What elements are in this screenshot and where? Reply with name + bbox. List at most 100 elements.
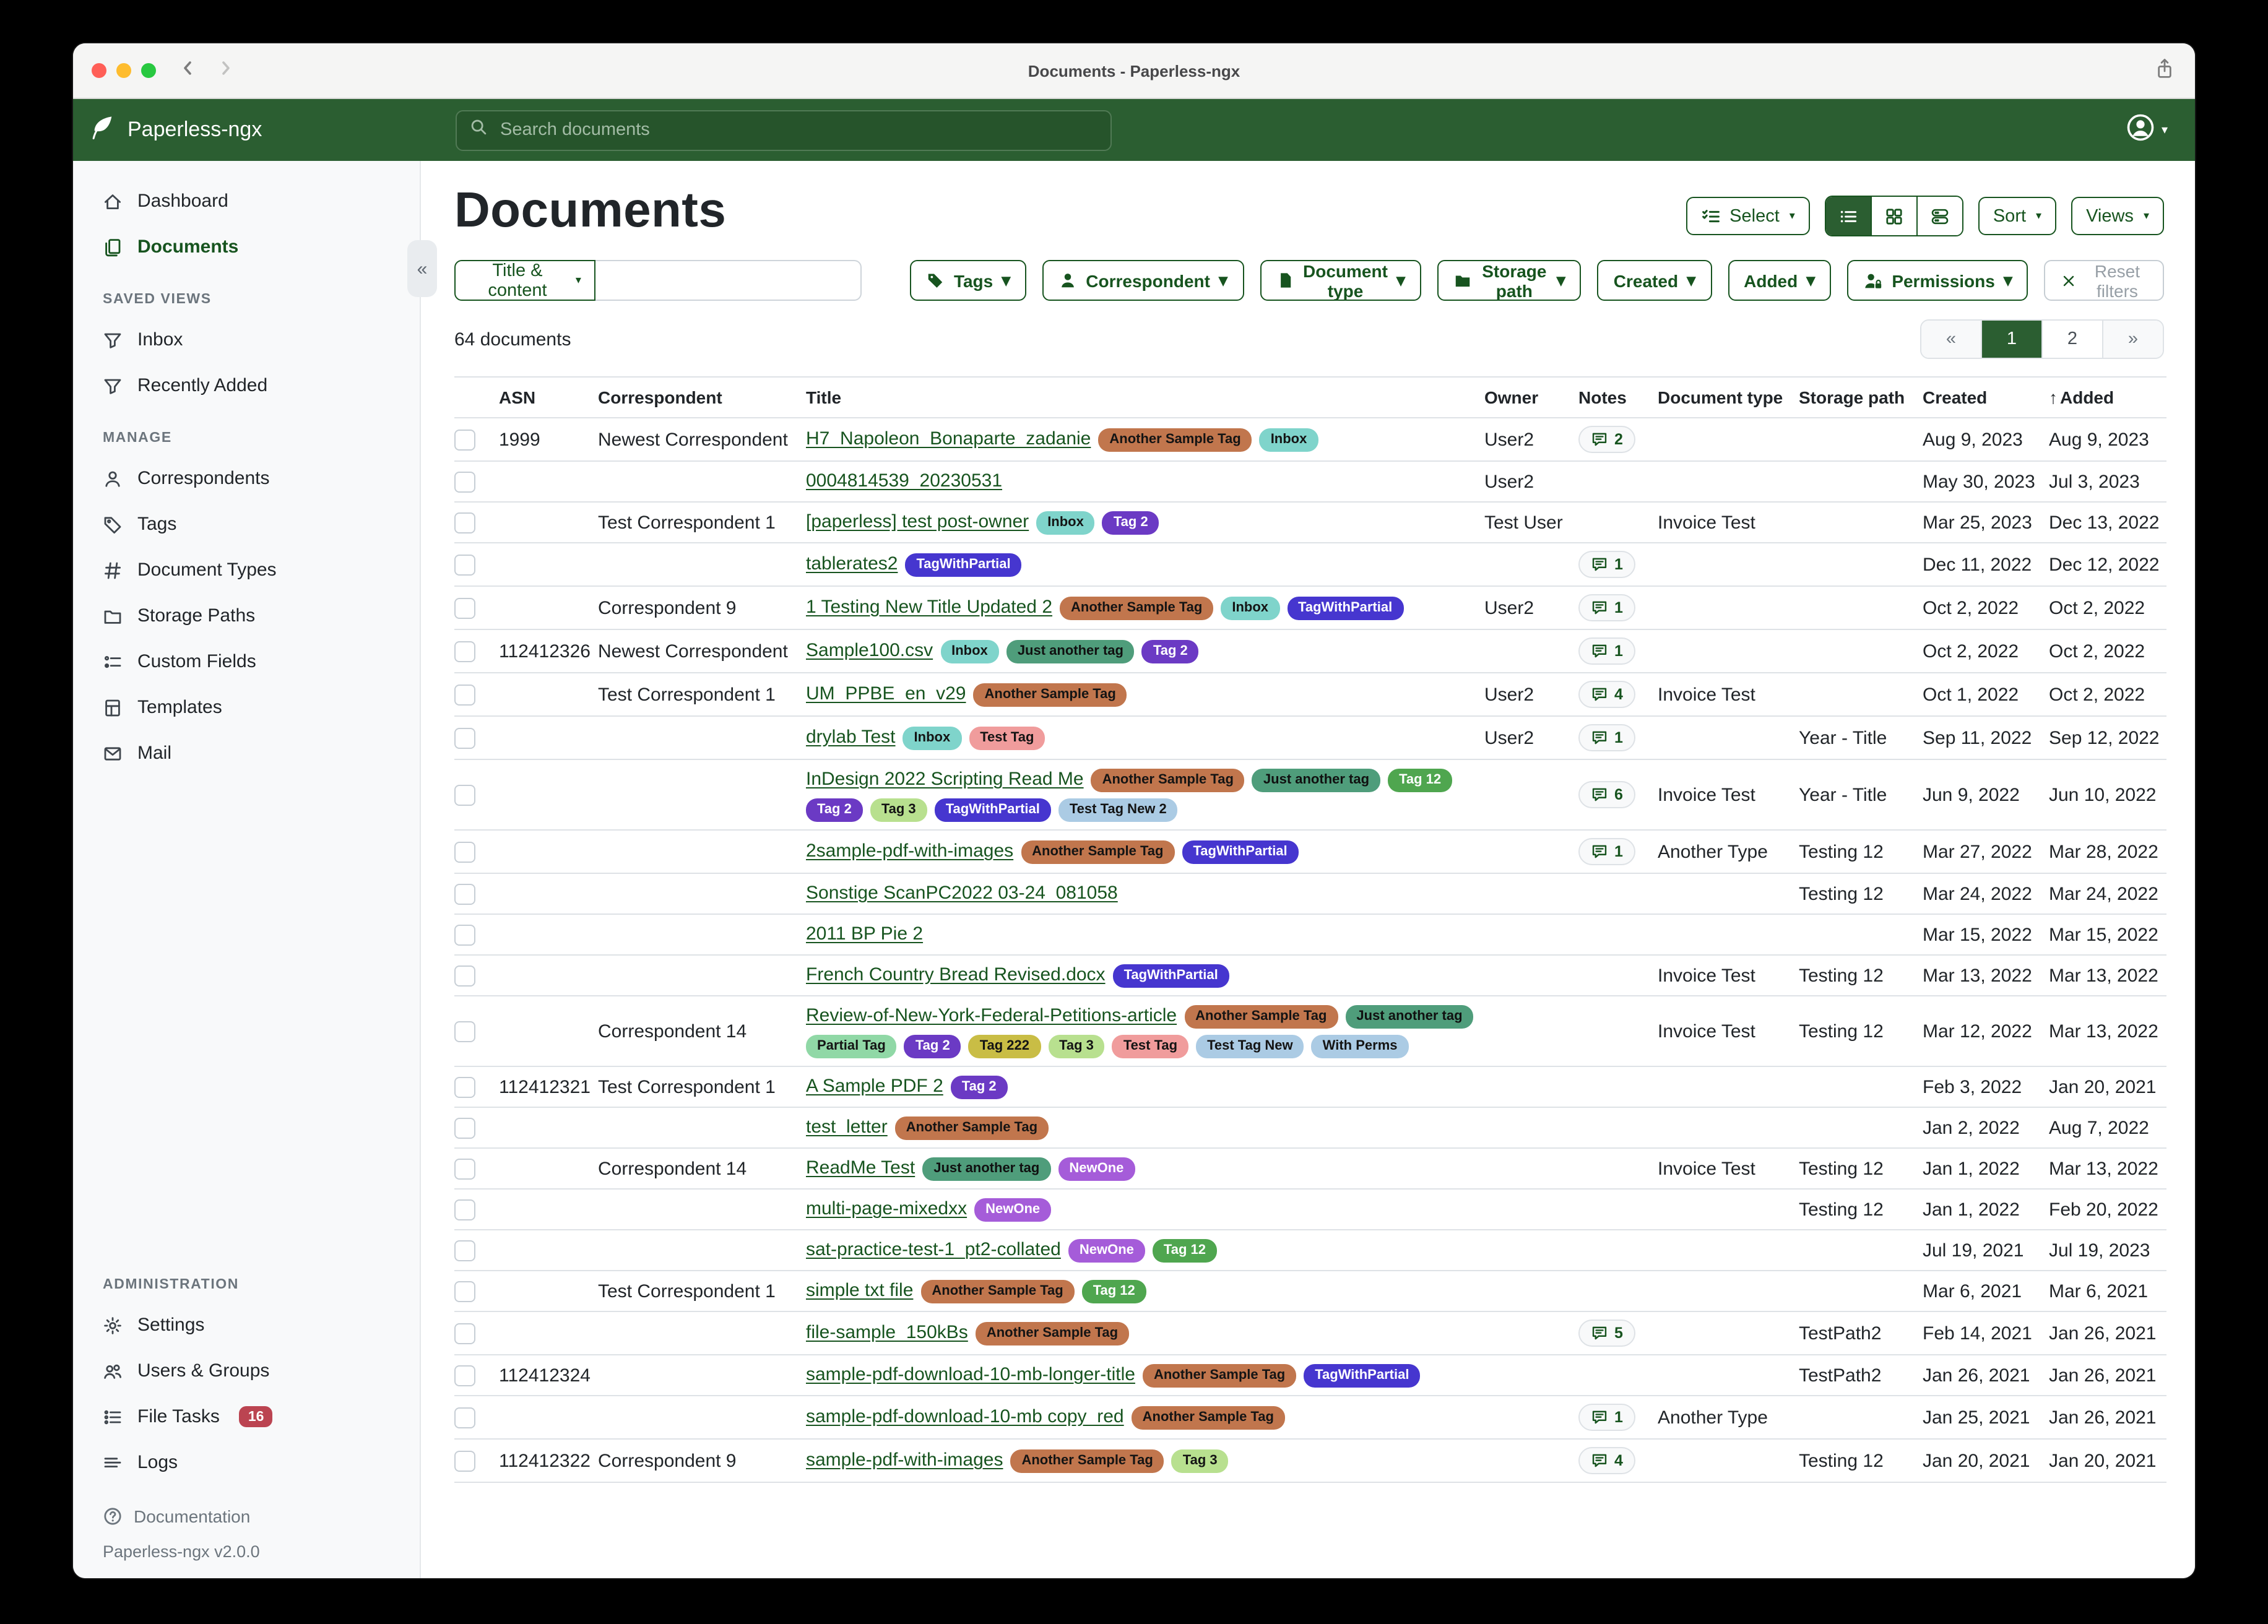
correspondent-cell[interactable]: Correspondent 14 [598, 996, 806, 1067]
sidebar-item-correspondents[interactable]: Correspondents [73, 456, 420, 501]
title-content-input[interactable] [595, 260, 862, 301]
tag-badge[interactable]: Tag 2 [1141, 639, 1199, 663]
document-type-cell[interactable] [1658, 586, 1799, 630]
tag-badge[interactable]: Test Tag [1112, 1035, 1189, 1058]
row-checkbox[interactable] [454, 641, 475, 662]
view-cards-button[interactable] [1917, 197, 1962, 235]
document-type-cell[interactable] [1658, 1271, 1799, 1312]
notes-count[interactable]: 4 [1578, 1447, 1635, 1474]
back-icon[interactable] [178, 58, 198, 84]
document-type-cell[interactable] [1658, 1230, 1799, 1271]
document-link[interactable]: 1 Testing New Title Updated 2 [806, 597, 1053, 618]
notes-count[interactable]: 1 [1578, 724, 1635, 751]
column-header-added[interactable]: ↑ Added [2049, 376, 2166, 418]
row-checkbox[interactable] [454, 1158, 475, 1179]
column-header-created[interactable]: Created [1923, 376, 2049, 418]
document-link[interactable]: sample-pdf-download-10-mb copy_red [806, 1406, 1124, 1427]
tag-badge[interactable]: Another Sample Tag [1131, 1406, 1285, 1429]
tag-badge[interactable]: Another Sample Tag [894, 1116, 1049, 1139]
tag-badge[interactable]: Tag 12 [1388, 768, 1453, 792]
created-filter-button[interactable]: Created ▾ [1597, 260, 1712, 301]
document-link[interactable]: sample-pdf-with-images [806, 1449, 1003, 1471]
row-checkbox[interactable] [454, 784, 475, 805]
tag-badge[interactable]: Partial Tag [806, 1035, 897, 1058]
correspondent-cell[interactable] [598, 1355, 806, 1396]
document-link[interactable]: sample-pdf-download-10-mb-longer-title [806, 1364, 1135, 1385]
notes-count[interactable]: 4 [1578, 681, 1635, 708]
document-link[interactable]: file-sample_150kBs [806, 1322, 968, 1343]
row-checkbox[interactable] [454, 1407, 475, 1428]
document-link[interactable]: 0004814539_20230531 [806, 470, 1003, 491]
document-type-cell[interactable] [1658, 1107, 1799, 1149]
storage-path-cell[interactable]: Testing 12 [1799, 1148, 1923, 1190]
document-type-cell[interactable] [1658, 1355, 1799, 1396]
document-type-cell[interactable] [1658, 716, 1799, 760]
correspondent-cell[interactable]: Newest Correspondent [598, 418, 806, 462]
storage-path-cell[interactable] [1799, 629, 1923, 673]
storage-path-cell[interactable] [1799, 1271, 1923, 1312]
row-checkbox[interactable] [454, 1240, 475, 1261]
document-link[interactable]: tablerates2 [806, 553, 898, 574]
notes-count[interactable]: 6 [1578, 781, 1635, 808]
tag-badge[interactable]: Inbox [1036, 511, 1095, 534]
correspondent-cell[interactable] [598, 830, 806, 874]
tag-badge[interactable]: Inbox [940, 639, 999, 663]
tag-badge[interactable]: Inbox [1259, 428, 1318, 451]
document-type-filter-button[interactable]: Document type ▾ [1260, 260, 1421, 301]
document-type-cell[interactable] [1658, 461, 1799, 503]
row-checkbox[interactable] [454, 512, 475, 533]
storage-path-cell[interactable] [1799, 1396, 1923, 1440]
tag-badge[interactable]: Tag 2 [806, 798, 863, 822]
storage-path-cell[interactable] [1799, 1230, 1923, 1271]
column-header-document-type[interactable]: Document type [1658, 376, 1799, 418]
row-checkbox[interactable] [454, 684, 475, 705]
document-type-cell[interactable]: Invoice Test [1658, 673, 1799, 717]
correspondent-filter-button[interactable]: Correspondent ▾ [1042, 260, 1244, 301]
title-content-dropdown[interactable]: Title & content ▾ [454, 260, 596, 301]
document-link[interactable]: Sonstige ScanPC2022 03-24_081058 [806, 883, 1118, 904]
reset-filters-button[interactable]: Reset filters [2044, 260, 2164, 301]
views-button[interactable]: Views ▾ [2071, 197, 2164, 235]
document-type-cell[interactable] [1658, 418, 1799, 462]
minimize-window-button[interactable] [116, 63, 131, 78]
document-type-cell[interactable]: Invoice Test [1658, 1148, 1799, 1190]
document-link[interactable]: French Country Bread Revised.docx [806, 964, 1106, 985]
tag-badge[interactable]: Tag 3 [1048, 1035, 1105, 1058]
tag-badge[interactable]: TagWithPartial [934, 798, 1051, 822]
sidebar-item-recently-added[interactable]: Recently Added [73, 363, 420, 408]
sidebar-item-documents[interactable]: Documents [73, 224, 420, 270]
storage-path-cell[interactable]: Year - Title [1799, 759, 1923, 831]
notes-count[interactable]: 1 [1578, 637, 1635, 665]
correspondent-cell[interactable] [598, 1107, 806, 1149]
search-input[interactable] [498, 119, 1098, 141]
document-link[interactable]: drylab Test [806, 727, 896, 748]
storage-path-cell[interactable] [1799, 461, 1923, 503]
notes-count[interactable]: 1 [1578, 551, 1635, 578]
document-type-cell[interactable] [1658, 914, 1799, 956]
correspondent-cell[interactable] [598, 1189, 806, 1230]
tag-badge[interactable]: Another Sample Tag [920, 1279, 1075, 1303]
select-button[interactable]: Select ▾ [1686, 197, 1810, 235]
tag-badge[interactable]: Another Sample Tag [973, 683, 1127, 706]
sidebar-item-file-tasks[interactable]: File Tasks 16 [73, 1394, 420, 1440]
correspondent-cell[interactable] [598, 716, 806, 760]
storage-path-cell[interactable] [1799, 543, 1923, 587]
correspondent-cell[interactable]: Test Correspondent 1 [598, 1066, 806, 1108]
tag-badge[interactable]: Another Sample Tag [1010, 1449, 1164, 1472]
tag-badge[interactable]: Just another tag [1006, 639, 1135, 663]
storage-path-cell[interactable] [1799, 502, 1923, 543]
document-type-cell[interactable]: Invoice Test [1658, 502, 1799, 543]
tag-badge[interactable]: With Perms [1311, 1035, 1409, 1058]
document-link[interactable]: H7_Napoleon_Bonaparte_zadanie [806, 428, 1091, 449]
tag-badge[interactable]: Tag 222 [968, 1035, 1041, 1058]
document-link[interactable]: sat-practice-test-1_pt2-collated [806, 1239, 1061, 1260]
view-grid-button[interactable] [1871, 197, 1918, 235]
document-link[interactable]: ReadMe Test [806, 1157, 915, 1178]
storage-path-cell[interactable] [1799, 418, 1923, 462]
tag-badge[interactable]: Test Tag New [1196, 1035, 1304, 1058]
notes-count[interactable]: 1 [1578, 594, 1635, 621]
document-type-cell[interactable]: Invoice Test [1658, 955, 1799, 996]
sidebar-item-document-types[interactable]: Document Types [73, 547, 420, 593]
tag-badge[interactable]: Tag 12 [1081, 1279, 1146, 1303]
correspondent-cell[interactable]: Test Correspondent 1 [598, 502, 806, 543]
